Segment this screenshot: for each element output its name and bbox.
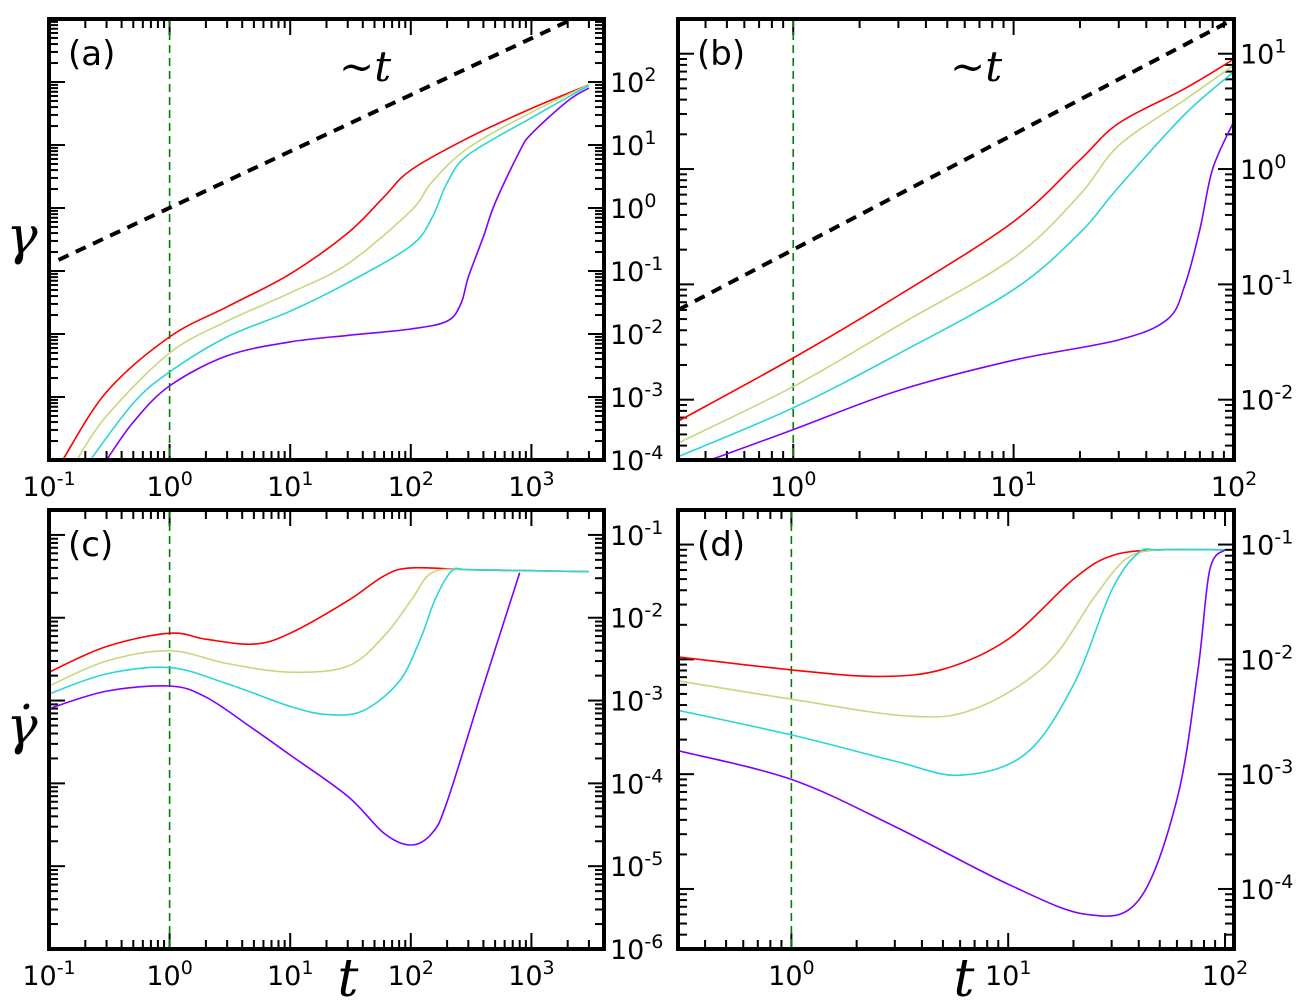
panel-b: 100 101 102 10-2 10-1 100 101 (b) ~t xyxy=(676,17,1293,503)
x-tick-label: 10-1 xyxy=(22,957,75,992)
series-yellow-green xyxy=(49,568,589,687)
plot-frame xyxy=(47,508,606,951)
x-tick-label: 102 xyxy=(1202,957,1248,992)
series-purple xyxy=(678,549,1226,917)
y-tick-label: 10-2 xyxy=(1240,641,1293,676)
x-tick-label: 10-1 xyxy=(22,468,75,503)
ticks xyxy=(677,509,1234,950)
panel-label: (d) xyxy=(697,525,745,565)
x-tick-label: 101 xyxy=(985,957,1031,992)
y-tick-label: 10-6 xyxy=(610,931,663,966)
ticks xyxy=(48,18,605,461)
series-red xyxy=(678,548,1226,678)
x-axis-label: t xyxy=(338,949,359,1000)
y-axis-label: γ̇ xyxy=(6,697,38,757)
y-tick-label: 10-4 xyxy=(610,765,663,800)
y-tick-label: 10-2 xyxy=(610,600,663,635)
series-cyan xyxy=(89,84,590,460)
y-tick-label: 101 xyxy=(610,127,656,162)
y-tick-label: 10-2 xyxy=(610,316,663,351)
y-tick-label: 10-1 xyxy=(610,517,663,552)
x-tick-label: 102 xyxy=(1211,468,1257,503)
series-purple xyxy=(105,87,590,460)
y-axis-label: γ xyxy=(6,207,38,267)
reference-line-t xyxy=(57,19,574,262)
x-axis-label: t xyxy=(954,949,975,1000)
x-tick-label: 102 xyxy=(388,468,434,503)
y-tick-label: 10-1 xyxy=(1240,527,1293,562)
panel-a: 10-1 100 101 102 103 10-4 10-3 10-2 10-1 100 101 10… xyxy=(6,17,663,503)
plot-frame xyxy=(676,508,1236,951)
y-tick-label: 102 xyxy=(610,64,656,99)
y-tick-label: 101 xyxy=(1240,36,1286,71)
annotation-t: ~t xyxy=(339,42,391,91)
x-tick-label: 101 xyxy=(990,468,1036,503)
ticks xyxy=(48,509,605,950)
y-tick-label: 10-3 xyxy=(610,683,663,718)
x-tick-label: 100 xyxy=(146,957,192,992)
x-tick-label: 100 xyxy=(768,957,814,992)
y-tick-label: 10-5 xyxy=(610,848,663,883)
series-red xyxy=(49,566,589,673)
panel-label: (a) xyxy=(68,34,115,74)
series-cyan xyxy=(678,70,1234,458)
x-tick-label: 100 xyxy=(770,468,816,503)
series-purple xyxy=(709,120,1234,460)
x-tick-label: 103 xyxy=(508,468,554,503)
x-tick-label: 100 xyxy=(146,468,192,503)
y-tick-label: 10-4 xyxy=(610,442,663,477)
y-tick-label: 10-4 xyxy=(1240,871,1293,906)
series-red xyxy=(678,58,1234,423)
panel-d: 100 101 102 10-4 10-3 10-2 10-1 (d) t xyxy=(676,508,1293,1000)
x-tick-label: 103 xyxy=(508,957,554,992)
y-tick-label: 10-3 xyxy=(610,379,663,414)
x-tick-label: 101 xyxy=(267,957,313,992)
panel-label: (c) xyxy=(68,525,113,565)
y-tick-label: 10-3 xyxy=(1240,756,1293,791)
x-tick-label: 102 xyxy=(388,957,434,992)
annotation-t: ~t xyxy=(950,42,1002,91)
series-yellow-green xyxy=(678,64,1234,444)
y-tick-label: 100 xyxy=(1240,151,1286,186)
series-cyan xyxy=(49,567,589,716)
y-tick-label: 10-1 xyxy=(610,253,663,288)
series-purple xyxy=(49,572,521,846)
y-tick-label: 10-1 xyxy=(1240,266,1293,301)
series-yellow-green xyxy=(76,84,590,460)
y-tick-label: 10-2 xyxy=(1240,382,1293,417)
panel-c: 10-1 100 101 102 103 10-6 10-5 10-4 10-3 10-2 10-1… xyxy=(6,508,663,1000)
y-tick-label: 100 xyxy=(610,190,656,225)
series-red xyxy=(62,84,590,460)
panel-label: (b) xyxy=(697,34,745,74)
series-yellow-green xyxy=(678,548,1226,718)
series-cyan xyxy=(678,548,1226,777)
x-tick-label: 101 xyxy=(267,468,313,503)
plot-frame xyxy=(676,17,1236,462)
reference-line-t xyxy=(678,19,1234,312)
plot-frame xyxy=(47,17,606,462)
